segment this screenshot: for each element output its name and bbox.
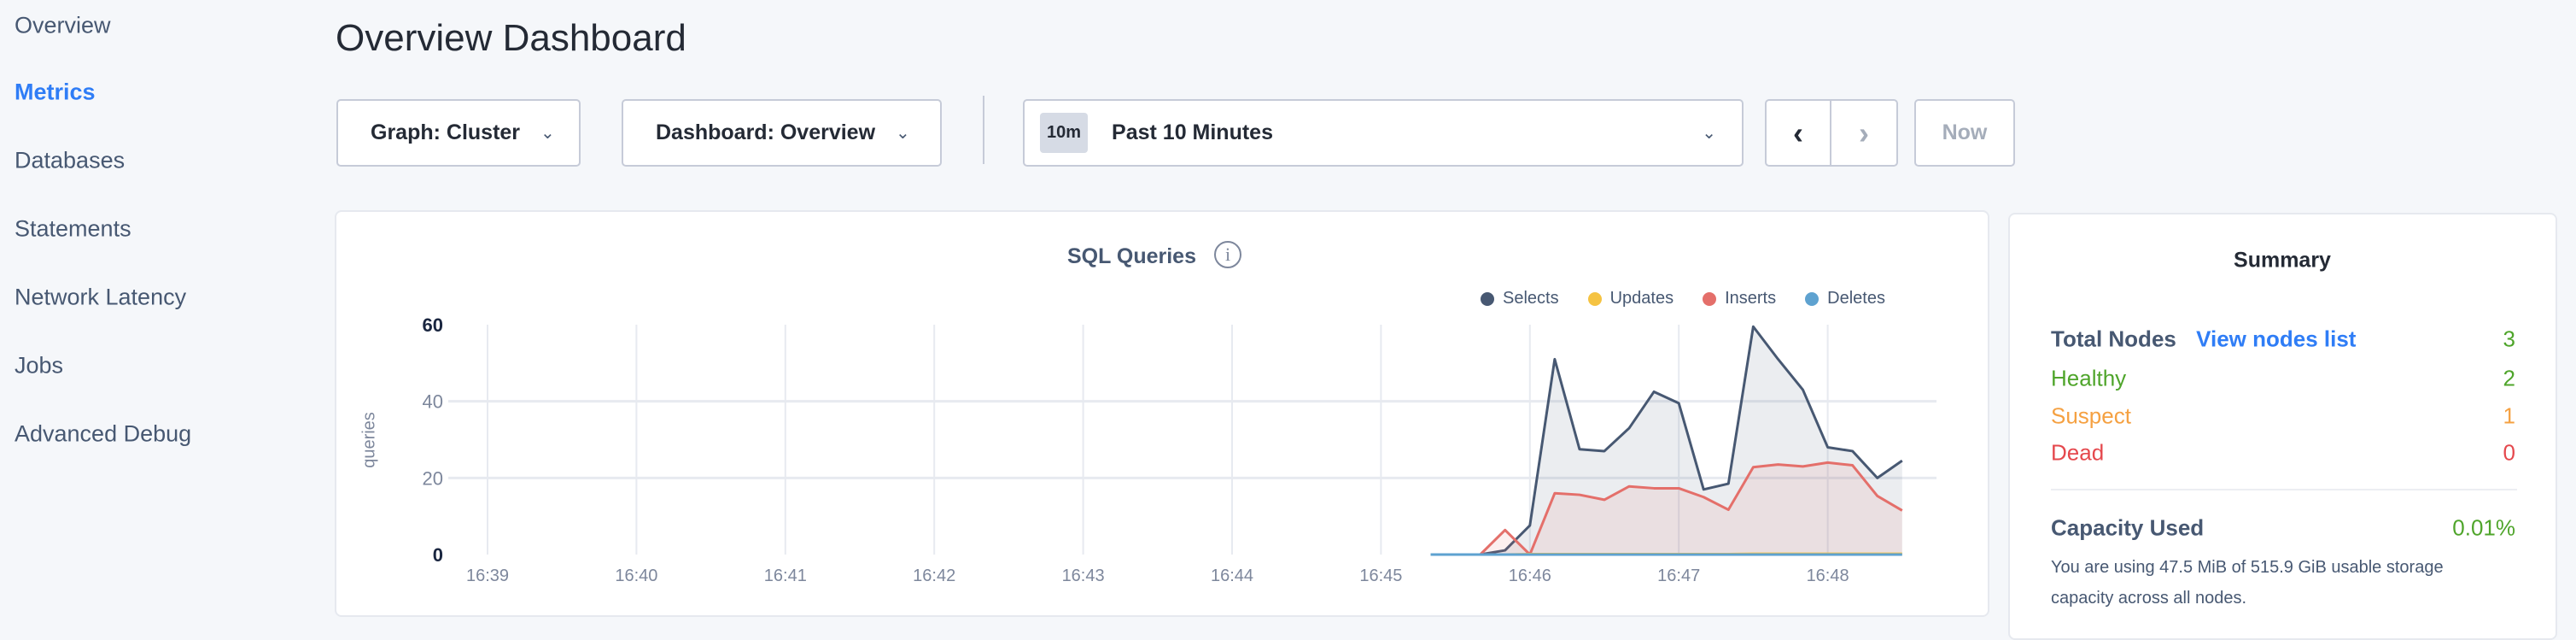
legend-dot-icon [1805,291,1820,306]
healthy-row: Healthy 2 [2051,366,2515,392]
suspect-row: Suspect 1 [2051,403,2515,430]
x-tick-label: 16:44 [1211,567,1253,585]
suspect-label: Suspect [2051,402,2131,429]
legend-item-updates[interactable]: Updates [1587,289,1674,308]
dead-label: Dead [2051,439,2105,466]
total-nodes-row: Total Nodes View nodes list 3 [2051,326,2515,353]
legend-label: Selects [1503,289,1559,308]
suspect-value: 1 [2503,402,2515,429]
info-icon[interactable]: i [1214,241,1241,268]
sql-queries-card [335,210,1989,617]
legend-label: Updates [1609,289,1674,308]
chevron-left-icon[interactable]: ‹ [1767,101,1831,165]
chevron-right-icon[interactable]: › [1859,114,1869,150]
capacity-description: You are using 47.5 MiB of 515.9 GiB usab… [2051,552,2444,614]
graph-select[interactable]: Graph: Cluster ⌄ [336,99,581,167]
dead-row: Dead 0 [2051,440,2515,467]
x-tick-label: 16:40 [615,567,657,585]
capacity-text-line: You are using 47.5 MiB of 515.9 GiB usab… [2051,558,2444,577]
time-range-label: Past 10 Minutes [1112,120,1273,144]
sidebar-item-network-latency[interactable]: Network Latency [15,284,187,310]
x-tick-label: 16:42 [913,567,955,585]
capacity-row: Capacity Used 0.01% [2051,515,2515,542]
now-button[interactable]: Now [1914,99,2015,167]
legend-item-inserts[interactable]: Inserts [1703,289,1776,308]
x-tick-label: 16:48 [1807,567,1849,585]
dashboard-select-label: Dashboard: Overview [656,120,876,144]
dead-value: 0 [2503,439,2515,466]
legend-item-selects[interactable]: Selects [1481,289,1559,308]
time-nav-group: ‹ › [1765,99,1898,167]
capacity-text-line: capacity across all nodes. [2051,589,2247,608]
y-tick-label: 0 [433,544,443,566]
sql-queries-chart: 16:39 16:40 16:41 16:42 16:43 16:44 16:45 16:46… [423,314,1936,585]
series-area-selects [1430,326,1902,555]
legend-dot-icon [1587,291,1602,306]
legend-label: Deletes [1827,289,1885,308]
y-tick-label: 20 [423,467,443,489]
x-tick-label: 16:43 [1062,567,1105,585]
x-tick-label: 16:46 [1509,567,1551,585]
view-nodes-link[interactable]: View nodes list [2196,326,2357,352]
dashboard-select[interactable]: Dashboard: Overview ⌄ [622,99,942,167]
capacity-value: 0.01% [2452,514,2515,541]
time-range-badge: 10m [1040,113,1089,153]
summary-title: Summary [2234,248,2331,273]
legend-dot-icon [1481,291,1494,306]
series-line-inserts [1430,461,1903,556]
summary-card [2008,213,2557,640]
capacity-label: Capacity Used [2051,514,2205,541]
series-area-inserts [1430,462,1902,555]
legend-item-deletes[interactable]: Deletes [1805,289,1885,308]
x-tick-label: 16:41 [764,567,807,585]
toolbar-divider [983,96,984,164]
y-tick-label: 40 [423,391,443,413]
graph-select-label: Graph: Cluster [371,120,521,144]
chart-legend: Selects Updates Inserts Deletes [1481,289,1885,308]
sidebar-item-advanced-debug[interactable]: Advanced Debug [15,420,192,447]
chart-title: SQL Queries [1067,244,1196,268]
chevron-down-icon: ⌄ [1702,124,1716,143]
healthy-value: 2 [2503,365,2515,391]
x-tick-label: 16:47 [1657,567,1700,585]
healthy-label: Healthy [2051,365,2127,391]
time-range-select[interactable]: 10m Past 10 Minutes ⌄ [1023,99,1744,167]
sidebar-item-overview[interactable]: Overview [15,12,111,38]
total-nodes-label: Total Nodes [2051,326,2176,352]
total-nodes-value: 3 [2503,326,2515,352]
sidebar-item-metrics[interactable]: Metrics [15,79,96,105]
sidebar-item-statements[interactable]: Statements [15,215,131,242]
legend-label: Inserts [1725,289,1777,308]
chevron-down-icon: ⌄ [540,124,555,143]
chevron-down-icon: ⌄ [896,124,910,143]
x-tick-label: 16:39 [466,567,509,585]
page-title: Overview Dashboard [336,17,686,59]
sidebar-item-jobs[interactable]: Jobs [15,352,64,379]
summary-divider [2051,489,2517,490]
y-tick-label: 60 [423,314,443,336]
sidebar-item-databases[interactable]: Databases [15,147,126,173]
legend-dot-icon [1703,291,1717,306]
x-tick-label: 16:45 [1359,567,1402,585]
series-line-selects [1430,325,1903,556]
